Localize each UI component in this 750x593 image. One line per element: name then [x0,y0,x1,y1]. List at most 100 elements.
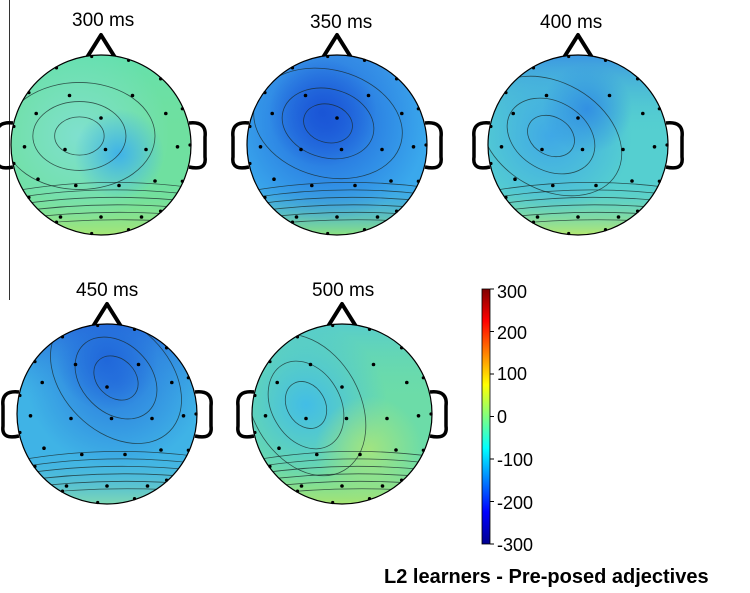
colorbar-tick-300: 300 [497,282,528,302]
electrode-dot [544,93,549,98]
electrode-dot [335,116,339,120]
colorbar-tick-200: 200 [497,323,528,343]
electrode-dot [99,215,103,219]
electrode-dot [150,416,154,421]
electrode-dot [164,111,168,116]
electrode-dot [551,183,555,188]
electrode-dot [616,215,621,219]
ear-left [236,390,255,439]
electrode-dot [580,147,585,152]
electrode-dot [380,484,385,488]
electrode-dot [535,215,540,219]
electrode-dot [511,111,515,116]
colorbar-tick-minus-200: -200 [497,493,534,513]
electrode-dot [594,183,598,188]
electrode-dot [607,93,612,98]
electrode-dot [540,147,544,152]
electrode-dot [389,179,393,183]
electrode-dot [34,111,38,116]
electrode-dot [513,177,517,181]
electrode-dot [294,215,299,219]
electrode-dot [303,93,308,98]
electrode-dot [63,147,67,152]
ear-left [0,121,14,170]
head-outline [10,54,192,236]
electrode-dot [170,380,174,385]
map-label-300: 300 ms [72,10,135,31]
electrode-dot [103,147,108,152]
electrode-dot [28,414,33,418]
electrode-dot [263,414,268,418]
electrode-dot [416,414,421,418]
electrode-dot [340,385,344,389]
electrode-dot [22,145,27,149]
map-label-500: 500 ms [312,280,375,301]
head-outline [246,54,428,236]
scalp-map-1 [231,33,443,236]
map-label-400: 400 ms [540,12,603,33]
figure-caption: L2 learners - Pre-posed adjectives [384,566,709,588]
electrode-dot [310,183,314,188]
map-label-350: 350 ms [310,12,373,33]
scalp-map-0 [0,33,207,236]
electrode-dot [315,452,319,457]
scalp-map-2 [472,33,684,236]
electrode-dot [64,484,69,488]
electrode-dot [411,145,416,149]
electrode-dot [181,414,186,418]
nose [90,302,124,330]
nose [320,33,354,61]
electrode-dot [621,147,625,152]
electrode-dot [304,416,308,421]
colorbar [481,288,494,545]
electrode-dot [80,452,84,457]
electrode-dot [641,111,645,116]
electrode-dot [73,362,78,367]
electrode-dot [117,183,121,188]
head-outline [16,323,198,505]
electrode-dot [74,183,78,188]
electrode-dot [123,452,127,457]
electrode-dot [258,145,263,149]
electrode-dot [139,215,144,219]
divider-line [9,0,10,300]
electrode-dot [344,416,349,421]
electrode-dot [277,446,281,451]
electrode-dot [353,183,357,188]
ear-right [194,390,213,439]
electrode-dot [145,484,150,488]
colorbar-tick-0: 0 [497,407,508,427]
ear-left [1,390,20,439]
electrode-dot [270,111,275,116]
head-outline [251,323,433,505]
electrode-dot [339,147,344,152]
electrode-dot [69,416,73,421]
electrode-dot [299,484,304,488]
colorbar-scale [481,288,491,545]
colorbar-tick-minus-300: -300 [497,535,534,555]
colorbar-tick-minus-100: -100 [497,450,534,470]
electrode-dot [576,116,580,120]
nose [325,302,359,330]
electrode-dot [67,93,72,98]
electrode-dot [175,145,180,149]
colorbar-tick-100: 100 [497,364,528,384]
electrode-dot [275,380,280,385]
electrode-dot [299,147,303,152]
electrode-dot [340,484,344,488]
electrode-dot [36,177,40,181]
electrode-dot [405,380,409,385]
electrode-dot [366,93,371,98]
electrode-dot [499,145,504,149]
electrode-dot [105,385,109,389]
electrode-dot [652,145,657,149]
head-outline [487,54,669,236]
electrode-dot [630,179,634,183]
electrode-dot [130,93,135,98]
electrode-dot [308,362,313,367]
ear-right [424,121,443,170]
electrode-dot [385,416,389,421]
ear-right [665,121,684,170]
scalp-map-4 [236,302,448,505]
electrode-dot [153,179,157,183]
